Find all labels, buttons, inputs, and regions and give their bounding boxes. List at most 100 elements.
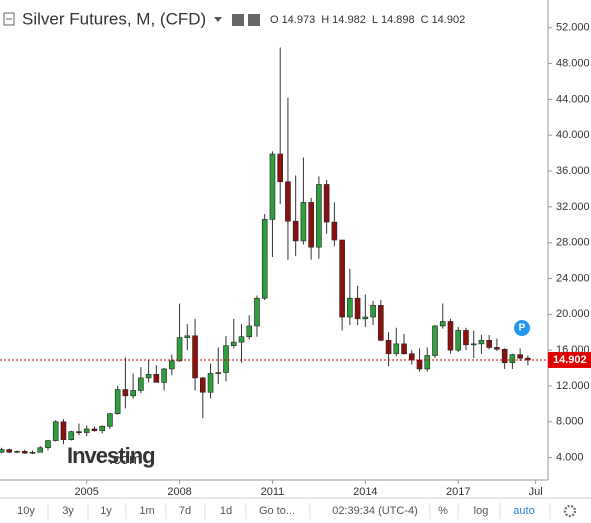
y-tick-label: 24.000	[556, 272, 590, 284]
candle-body	[447, 321, 454, 351]
ohlc-readout: O 14.973 H 14.982 L 14.898 C 14.902	[270, 14, 465, 26]
ohlc-value: 14.902	[432, 14, 466, 26]
candle-body	[362, 316, 369, 320]
candle-body	[130, 390, 136, 397]
x-tick-label: 2014	[353, 486, 377, 498]
candle-body	[114, 389, 121, 415]
candle-body	[207, 373, 214, 393]
candle-body	[76, 431, 82, 433]
y-tick-label: 44.000	[556, 93, 590, 105]
candle-body	[21, 451, 28, 454]
range-button[interactable]: 10y	[17, 505, 35, 517]
candle-body	[37, 447, 44, 453]
y-tick-label: 40.000	[556, 129, 590, 141]
candle-body	[439, 321, 446, 327]
range-button[interactable]: 1m	[139, 505, 154, 517]
candle-body	[176, 337, 183, 362]
range-button[interactable]: 1d	[220, 505, 232, 517]
candle-body	[408, 353, 415, 361]
ohlc-letter: O	[270, 14, 279, 26]
scale-option[interactable]: %	[438, 505, 448, 517]
candle-body	[339, 239, 345, 318]
candle-body	[470, 343, 477, 346]
event-badge-label: P	[519, 323, 526, 334]
x-tick-label: 2008	[167, 486, 191, 498]
y-tick-label: 48.000	[556, 57, 590, 69]
x-tick-label: Jul	[529, 486, 543, 498]
candle-body	[517, 354, 523, 359]
range-button[interactable]: 3y	[62, 505, 74, 517]
candle-body	[478, 339, 485, 345]
ohlc-letter: L	[372, 14, 378, 26]
range-button[interactable]: 1y	[100, 505, 112, 517]
candle-body	[316, 184, 322, 248]
candle-body	[401, 343, 407, 355]
candle-body	[323, 184, 330, 223]
candle-body	[285, 181, 291, 222]
candle-body	[169, 360, 175, 370]
candle-body	[292, 220, 299, 242]
candle-body	[223, 345, 229, 373]
candle-body	[83, 428, 90, 433]
y-tick-label: 52.000	[556, 22, 590, 34]
candle-body	[261, 219, 268, 299]
scale-option[interactable]: auto	[513, 505, 534, 517]
candle-body	[463, 330, 469, 346]
candle-body	[416, 359, 423, 370]
chart-title: Silver Futures, M, (CFD)	[22, 9, 206, 28]
watermark-brand: Investing	[67, 443, 155, 468]
candle-body	[347, 297, 353, 318]
candle-body	[6, 449, 13, 453]
last-price-box	[548, 351, 591, 368]
candle-body	[107, 413, 113, 427]
ohlc-value: 14.982	[332, 14, 366, 26]
candle-body	[254, 297, 260, 327]
candle-body	[331, 221, 338, 241]
event-badge[interactable]	[514, 320, 530, 336]
y-tick-label: 28.000	[556, 237, 590, 249]
candle-body	[238, 336, 245, 343]
candle-body	[370, 305, 376, 318]
candle-body	[246, 325, 253, 338]
y-tick-label: 20.000	[556, 308, 590, 320]
candle-body	[354, 297, 361, 320]
candle-body	[509, 354, 516, 363]
candle-body	[184, 335, 191, 338]
title-dropdown[interactable]	[214, 17, 222, 22]
candle-body	[432, 325, 438, 356]
clock: 02:39:34 (UTC-4)	[332, 505, 418, 517]
ohlc-value: 14.973	[282, 14, 316, 26]
visibility-icon[interactable]	[232, 14, 244, 26]
candle-body	[153, 374, 160, 383]
candle-body	[138, 377, 144, 391]
candle-body	[393, 343, 400, 355]
candle-body	[29, 451, 36, 454]
candle-body	[0, 449, 5, 453]
range-button[interactable]: 7d	[179, 505, 191, 517]
candle-body	[52, 421, 59, 441]
candle-body	[45, 440, 51, 449]
candle-body	[494, 347, 500, 350]
candle-body	[300, 202, 307, 242]
goto-button[interactable]: Go to...	[259, 505, 295, 517]
candle-body	[122, 389, 129, 397]
candle-body	[230, 341, 237, 346]
settings-icon[interactable]	[248, 14, 260, 26]
candle-body	[525, 357, 531, 361]
candle-body	[99, 425, 105, 432]
toolbar-settings[interactable]	[563, 504, 577, 518]
y-tick-label: 32.000	[556, 201, 590, 213]
candle-body	[424, 355, 431, 370]
candle-body	[277, 153, 283, 183]
scale-option[interactable]: log	[474, 505, 489, 517]
collapse-icon[interactable]	[3, 12, 15, 26]
candle-body	[385, 339, 392, 355]
x-tick-label: 2017	[446, 486, 470, 498]
candle-body	[455, 330, 462, 351]
watermark-suffix: .com	[109, 451, 142, 468]
candle-body	[378, 305, 384, 341]
toolbar: 10y 3y 1y 1m 7d 1d Go to... 02:39:34 (UTC-4)% lo…	[17, 503, 577, 519]
y-tick-label: 36.000	[556, 165, 590, 177]
